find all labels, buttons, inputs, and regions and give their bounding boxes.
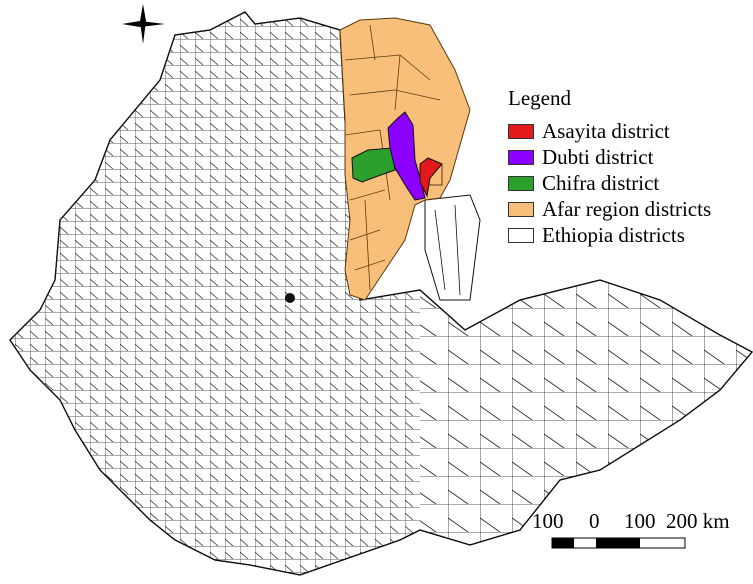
- legend-label-ethiopia: Ethiopia districts: [542, 222, 685, 247]
- legend-swatch-asayita: [508, 123, 534, 139]
- scale-label-200-km: 200 km: [666, 509, 730, 533]
- legend-item-chifra: Chifra district: [508, 170, 660, 195]
- legend-label-asayita: Asayita district: [542, 118, 670, 143]
- asayita-district: [419, 157, 443, 198]
- legend-label-chifra: Chifra district: [542, 170, 660, 195]
- compass-star-icon: [122, 4, 165, 44]
- scale-bar: [551, 537, 686, 549]
- legend-title: Legend: [508, 86, 571, 110]
- legend-swatch-ethiopia: [508, 227, 534, 243]
- scale-label-100: 100: [624, 509, 656, 533]
- scale-label-0: 0: [589, 509, 600, 533]
- legend-label-dubti: Dubti district: [542, 144, 654, 169]
- legend-item-afar: Afar region districts: [508, 196, 712, 221]
- chifra-district: [351, 147, 396, 183]
- legend-label-afar: Afar region districts: [542, 196, 712, 221]
- legend-swatch-afar: [508, 201, 534, 217]
- legend-item-ethiopia: Ethiopia districts: [508, 222, 685, 247]
- scale-label-100-left: 100: [532, 509, 564, 533]
- legend-item-asayita: Asayita district: [508, 118, 670, 143]
- legend-swatch-dubti: [508, 149, 534, 165]
- legend-swatch-chifra: [508, 175, 534, 191]
- legend-item-dubti: Dubti district: [508, 144, 654, 169]
